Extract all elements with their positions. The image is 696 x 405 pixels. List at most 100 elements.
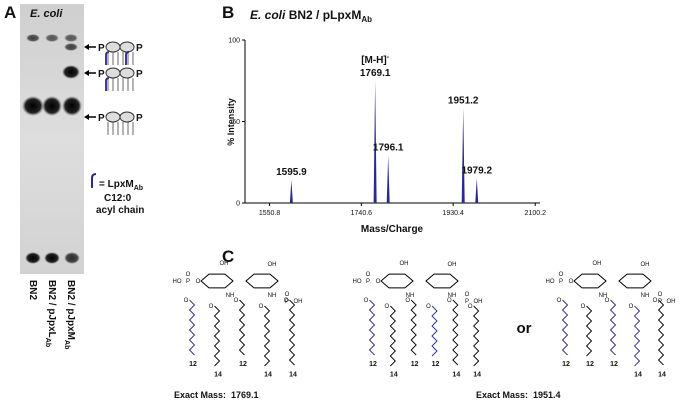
arrow-head [84,114,89,120]
spot [42,96,62,116]
lane-text: BN2 [27,280,38,300]
acyl-chain [238,299,246,356]
lane-sub: Ab [44,338,51,347]
acyl-chain [431,305,438,357]
lane-label: BN2 [27,280,38,300]
legend-line: acyl chain [96,205,144,216]
mass-value: 1769.1 [231,390,259,400]
atom-label: O [447,298,452,304]
chain-length: 14 [390,372,398,379]
icon-head [119,111,135,123]
spot [26,34,40,42]
legend-line: C12:0 [104,193,132,204]
legend-text: = LpxMAb [99,179,143,192]
acyl-chain [213,305,221,367]
acyl-chain [473,305,480,367]
atom-label: P [559,279,563,285]
annotation: [M-H]- [361,54,390,66]
title-text: BN2 / pLpxM [289,8,362,22]
x-tick-label: 1740.6 [351,210,373,217]
tlc-title: E. coli [30,8,63,20]
atom-label: NH [641,293,650,299]
annotation-sup: - [387,54,390,61]
atom-label: O [465,292,470,298]
sugar-ring [573,273,607,289]
atom-label: OH [448,262,457,268]
atom-label: OH [268,262,277,268]
y-tick-label: 100 [228,38,240,45]
mass-label: Exact Mass: [174,390,226,400]
chain-length: 14 [264,372,272,379]
atom-label: O [581,304,586,310]
exact-mass: Exact Mass: 1951.4 [476,390,561,400]
atom-label: NH [599,293,608,299]
sugar-ring [245,273,279,289]
peak [386,155,390,203]
atom-label: O [384,304,389,310]
y-axis-label: % Intensity [226,98,236,146]
atom-label: O [629,304,634,310]
icon-head [105,67,121,79]
icon-p: P [136,43,143,54]
sugar-ring [200,273,234,289]
panel-label: A [4,3,16,22]
mass-value: 1951.4 [533,390,561,400]
peak [289,180,293,203]
lane-text: BN2 / pJpxM [65,280,76,340]
peak-label: 1796.1 [373,143,404,154]
acyl-chain [657,299,665,366]
atom-label: OH [294,299,303,305]
peak-label: 1769.1 [360,68,391,79]
lane-sub: Ab [63,340,70,349]
atom-label: O [405,298,410,304]
atom-label: NH [226,293,235,299]
icon-p: P [136,113,143,124]
or-label: or [517,320,532,337]
atom-label: HO [173,279,182,285]
peak-label: 1951.2 [448,95,479,106]
exact-mass: Exact Mass: 1769.1 [174,390,259,400]
icon-head [105,111,121,123]
atom-label: O [366,272,371,278]
chain-length: 12 [586,361,594,368]
legend: = LpxMAb C12:0 acyl chain [91,173,144,216]
acyl-chain [452,299,459,366]
acyl-chain [263,305,271,367]
spot [62,65,80,79]
x-tick-label: 2100.2 [525,210,547,217]
atom-label: P [366,279,370,285]
y-tick-label: 50 [232,119,240,126]
chain-length: 14 [452,372,460,379]
legend-chain [91,173,97,188]
icon-blue [105,51,110,65]
acyl-chain [561,299,569,356]
peak [373,80,377,203]
chain-length: 12 [189,361,197,368]
atom-label: O [186,272,191,278]
atom-label: P [186,279,190,285]
spot [62,96,82,116]
icon-head [119,67,135,79]
atom-label: OH [474,299,483,305]
icon-head [105,41,121,53]
atom-label: O [653,298,658,304]
atom-label: O [468,304,473,310]
icon-p: P [98,113,105,124]
spot [64,43,78,51]
atom-label: NH [268,293,277,299]
chain-length: 14 [634,372,642,379]
acyl-chain [410,299,417,356]
icon-blue [105,77,110,91]
annotation-text: [M-H] [361,55,387,66]
atom-label: OH [667,299,676,305]
chain-length: 12 [369,361,377,368]
title-italic: E. coli [250,8,286,22]
x-tick-label: 1550.8 [259,210,281,217]
sugar-ring [618,273,652,289]
lane-label: BN2 / pJpxMAb [63,280,76,349]
atom-label: O [259,304,264,310]
sugar-ring [425,273,459,289]
atom-label: OH [593,261,602,267]
atom-label: O [605,298,610,304]
spot [64,34,78,42]
